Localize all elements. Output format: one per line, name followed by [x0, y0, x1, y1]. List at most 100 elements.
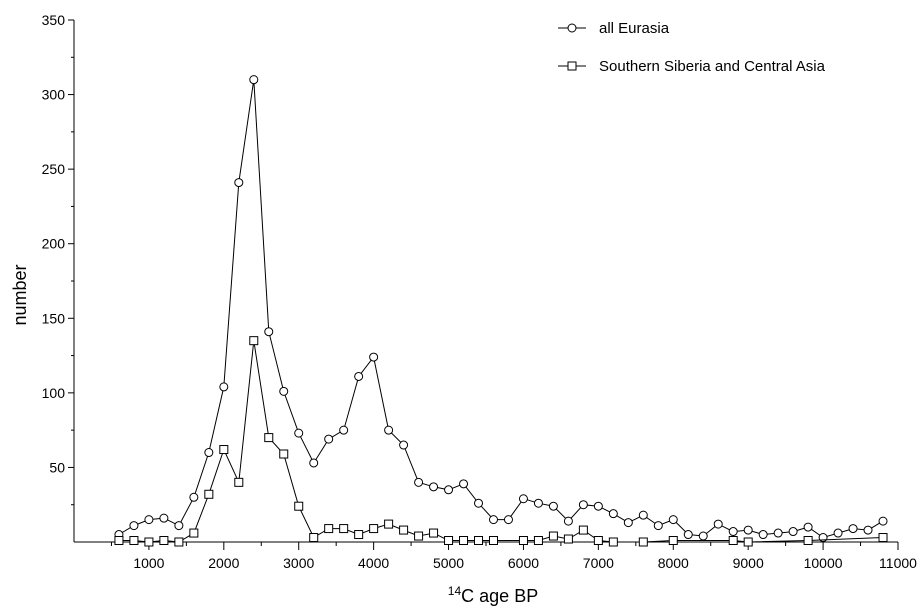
data-point-circle: [234, 178, 244, 188]
data-point-circle: [189, 492, 199, 502]
data-point-square: [743, 537, 753, 547]
x-axis: 1000 2000 3000 4000 5000 6000 7000 8000 9000 1000…: [74, 541, 917, 571]
data-point-circle: [698, 531, 708, 541]
data-point-square: [174, 537, 184, 547]
y-tick-label: 200: [42, 236, 66, 252]
data-point-circle: [548, 501, 558, 511]
data-point-circle: [309, 458, 319, 468]
data-point-square: [563, 534, 573, 544]
data-point-circle: [129, 521, 139, 531]
data-point-circle: [144, 515, 154, 525]
data-point-square: [533, 536, 543, 546]
data-point-circle: [488, 515, 498, 525]
series-line: [118, 79, 884, 539]
data-point-circle: [294, 428, 304, 438]
data-point-square: [578, 525, 588, 535]
data-point-circle: [773, 528, 783, 538]
x-tick-label: 9000: [733, 555, 764, 571]
x-tick-label: 1000: [133, 555, 164, 571]
data-point-circle: [578, 500, 588, 510]
data-point-circle: [219, 382, 229, 392]
data-point-circle: [414, 477, 424, 487]
data-point-square: [548, 531, 558, 541]
y-tick-label: 250: [42, 161, 66, 177]
series-2: [114, 336, 888, 547]
data-point-circle: [743, 525, 753, 535]
legend-item-2: Southern Siberia and Central Asia: [558, 58, 826, 75]
data-point-circle: [713, 519, 723, 529]
data-point-circle: [159, 513, 169, 523]
data-point-circle: [653, 521, 663, 531]
data-point-circle: [264, 327, 274, 337]
data-point-circle: [249, 75, 259, 85]
y-axis-title: number: [10, 264, 30, 325]
data-point-circle: [279, 386, 289, 396]
data-point-square: [444, 536, 454, 546]
data-point-circle: [429, 482, 439, 492]
data-point-square: [728, 536, 738, 546]
data-point-square: [369, 524, 379, 534]
x-tick-label: 8000: [658, 555, 689, 571]
data-point-circle: [683, 530, 693, 540]
y-tick-label: 150: [42, 310, 66, 326]
x-axis-title-superscript: 14: [448, 584, 462, 598]
x-axis-title: 14C age BP: [448, 584, 538, 606]
data-point-circle: [758, 530, 768, 540]
x-tick-label: 4000: [358, 555, 389, 571]
data-point-square: [399, 525, 409, 535]
data-point-square: [414, 531, 424, 541]
data-point-square: [488, 536, 498, 546]
data-point-circle: [518, 494, 528, 504]
data-point-circle: [668, 515, 678, 525]
legend-marker-circle: [567, 23, 577, 33]
data-point-square: [234, 477, 244, 487]
data-point-circle: [833, 528, 843, 538]
y-tick-label: 100: [42, 385, 66, 401]
data-point-square: [309, 533, 319, 543]
legend-label: Southern Siberia and Central Asia: [599, 58, 826, 75]
x-tick-label: 5000: [433, 555, 464, 571]
data-point-square: [384, 519, 394, 529]
data-point-square: [459, 536, 469, 546]
data-point-square: [144, 537, 154, 547]
data-point-square: [608, 537, 618, 547]
data-point-circle: [848, 524, 858, 534]
series-line: [118, 340, 884, 543]
data-point-square: [354, 530, 364, 540]
data-point-square: [279, 449, 289, 459]
x-tick-label: 10000: [804, 555, 843, 571]
data-point-square: [324, 524, 334, 534]
data-point-circle: [728, 527, 738, 537]
data-point-circle: [608, 509, 618, 519]
data-point-square: [114, 536, 124, 546]
x-tick-label: 11000: [879, 555, 917, 571]
data-point-circle: [444, 485, 454, 495]
y-axis: 50 100 150 200 250 300 350: [42, 12, 75, 542]
data-point-circle: [339, 425, 349, 435]
data-point-square: [294, 501, 304, 511]
y-tick-label: 50: [49, 459, 65, 475]
data-point-circle: [863, 525, 873, 535]
x-tick-label: 7000: [583, 555, 614, 571]
legend-item-1: all Eurasia: [558, 20, 670, 37]
data-point-square: [803, 536, 813, 546]
data-point-square: [204, 489, 214, 499]
data-point-circle: [399, 440, 409, 450]
data-point-circle: [503, 515, 513, 525]
legend-label: all Eurasia: [599, 20, 670, 37]
y-tick-label: 300: [42, 87, 66, 103]
data-point-square: [593, 536, 603, 546]
data-point-square: [189, 528, 199, 538]
series-1: [114, 75, 888, 543]
x-axis-title-text: C age BP: [461, 586, 538, 606]
data-point-circle: [788, 527, 798, 537]
x-tick-label: 2000: [208, 555, 239, 571]
legend: all Eurasia Southern Siberia and Central …: [558, 20, 826, 75]
data-point-square: [518, 536, 528, 546]
data-point-circle: [324, 434, 334, 444]
data-point-circle: [803, 522, 813, 532]
legend-marker-square: [567, 61, 577, 71]
data-point-circle: [533, 498, 543, 508]
data-point-square: [638, 537, 648, 547]
